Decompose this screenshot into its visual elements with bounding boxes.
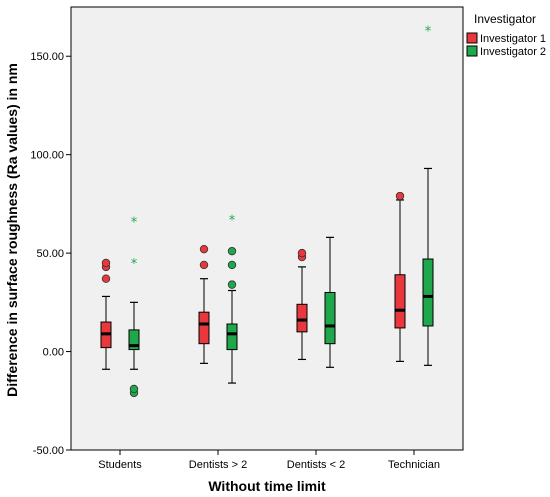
- box-2-3: [324, 236, 336, 368]
- box-body: [324, 291, 336, 345]
- extreme-point: *: [131, 257, 138, 272]
- boxes-layer: ** **: [100, 25, 434, 398]
- y-tick-label: 100.00: [30, 150, 64, 162]
- box-1-3: [296, 248, 308, 361]
- extreme-point: *: [131, 216, 138, 231]
- extreme-point: *: [229, 214, 236, 229]
- outlier-point: [227, 280, 237, 289]
- legend-swatch-investigator-2: [466, 45, 478, 57]
- box-body: [296, 303, 308, 333]
- outlier-point: [227, 260, 237, 270]
- box-body: [198, 311, 210, 345]
- box-1-2: [198, 244, 210, 364]
- box-2-4: *: [422, 25, 434, 366]
- outlier-point: [101, 258, 111, 268]
- x-tick-label: Dentists > 2: [189, 459, 247, 471]
- legend-swatch-investigator-1: [466, 32, 478, 44]
- x-tick-label: Dentists < 2: [287, 459, 345, 471]
- box-body: [394, 274, 406, 329]
- box-2-2: *: [226, 214, 238, 384]
- box-body: [226, 323, 238, 351]
- outlier-point: [297, 248, 307, 258]
- outlier-point: [101, 274, 111, 283]
- legend-label-investigator-2: Investigator 2: [480, 46, 546, 58]
- x-tick-label: Technician: [388, 459, 440, 471]
- legend: Investigator Investigator 1 Investigator…: [466, 12, 546, 58]
- box-body: [422, 258, 434, 327]
- outlier-point: [227, 246, 237, 256]
- y-tick-label: 50.00: [36, 248, 64, 260]
- y-axis: -50.00 0.00 50.00 100.00 150.00: [30, 51, 71, 457]
- outlier-point: [199, 244, 209, 254]
- extreme-point: *: [425, 25, 432, 40]
- legend-label-investigator-1: Investigator 1: [480, 33, 546, 45]
- box-2-1: **: [128, 216, 140, 398]
- y-tick-label: 0.00: [43, 347, 64, 359]
- y-axis-title: Difference in surface roughness (Ra valu…: [4, 63, 20, 397]
- box-1-4: [394, 191, 406, 362]
- box-body: [128, 329, 140, 351]
- box-1-1: [100, 258, 112, 370]
- y-tick-label: -50.00: [33, 445, 64, 457]
- legend-title: Investigator: [474, 12, 536, 26]
- x-axis-title: Without time limit: [208, 478, 326, 494]
- x-tick-label: Students: [98, 459, 142, 471]
- outlier-point: [129, 384, 139, 394]
- outlier-point: [199, 260, 209, 270]
- plot-area: [70, 6, 464, 451]
- outlier-point: [395, 191, 405, 201]
- y-tick-label: 150.00: [30, 51, 64, 63]
- x-axis: Students Dentists > 2 Dentists < 2 Technici…: [98, 450, 440, 471]
